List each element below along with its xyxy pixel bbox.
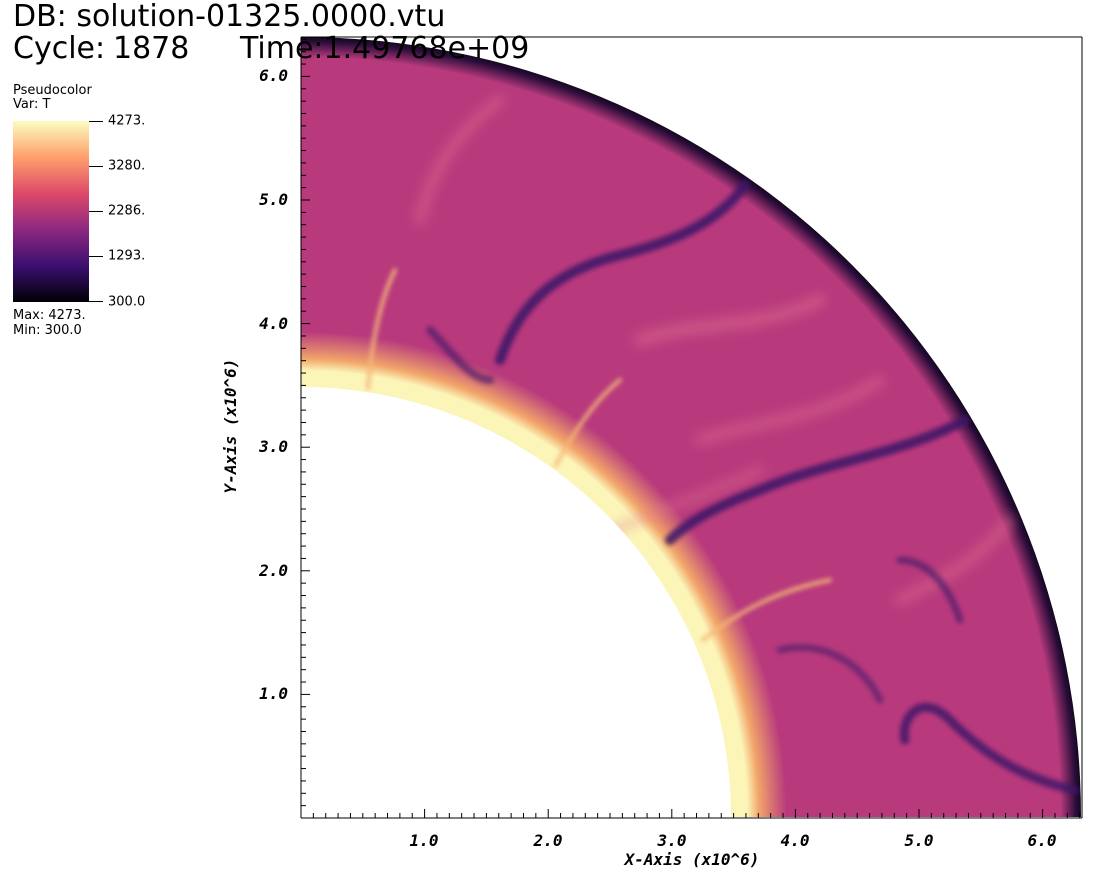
colorbar-tick <box>89 211 103 212</box>
colorbar-label: 300.0 <box>108 294 146 310</box>
x-tick-label: 5.0 <box>905 831 934 850</box>
y-tick-label: 2.0 <box>258 561 288 580</box>
legend-min: Min: 300.0 <box>13 323 82 338</box>
colorbar-label: 3280. <box>108 158 146 174</box>
y-tick-label: 1.0 <box>259 684 288 703</box>
x-axis-title: X-Axis (x10^6) <box>623 850 760 869</box>
time-readout: Time:1.49768e+09 <box>240 31 530 66</box>
colorbar-label: 2286. <box>108 203 146 219</box>
colorbar-label: 4273. <box>108 113 146 129</box>
cycle-value: 1878 <box>113 31 190 66</box>
legend-plot-type: Pseudocolor <box>13 83 92 98</box>
legend-max: Max: 4273. <box>13 308 86 323</box>
y-tick-label: 4.0 <box>259 314 288 333</box>
y-tick-label: 6.0 <box>259 66 288 85</box>
colorbar-tick <box>89 121 103 122</box>
mantle-shell <box>301 37 1081 817</box>
y-tick-label: 5.0 <box>259 190 288 209</box>
cycle-label: Cycle: <box>13 31 106 66</box>
y-axis-ticks <box>301 38 310 807</box>
colorbar-tick <box>89 301 103 302</box>
x-axis-ticks <box>312 809 1081 818</box>
x-tick-label: 4.0 <box>781 831 810 850</box>
legend-variable: Var: T <box>13 97 51 112</box>
y-tick-label: 3.0 <box>258 437 288 456</box>
x-tick-label: 2.0 <box>533 831 563 850</box>
color-bar <box>13 121 89 302</box>
colorbar-tick <box>89 256 103 257</box>
y-axis-title: Y-Axis (x10^6) <box>221 359 240 494</box>
colorbar-label: 1293. <box>108 248 146 264</box>
x-tick-label: 1.0 <box>410 831 439 850</box>
plot-frame <box>300 36 1083 819</box>
x-tick-label: 3.0 <box>657 831 687 850</box>
database-title: DB: solution-01325.0000.vtu <box>13 0 446 34</box>
colorbar-tick <box>89 166 103 167</box>
x-tick-label: 6.0 <box>1028 831 1057 850</box>
